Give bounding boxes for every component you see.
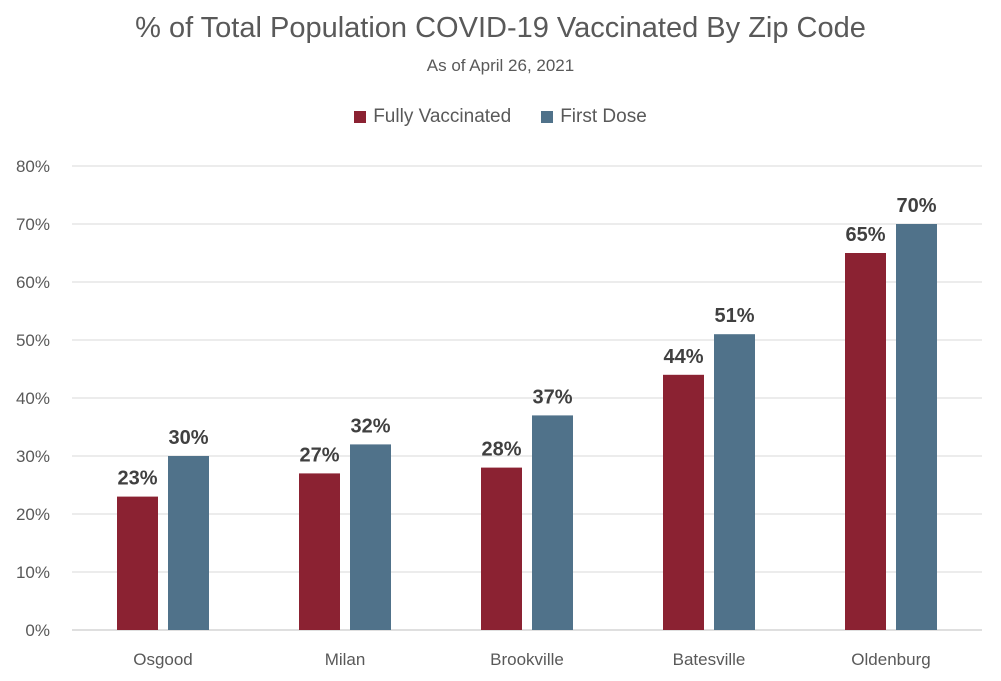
bar-fully-vaccinated-brookville: [481, 467, 522, 630]
y-tick-label: 0%: [25, 621, 50, 640]
legend-swatch-fully-vaccinated: [354, 111, 367, 123]
x-tick-label: Brookville: [490, 650, 564, 669]
bar-first-dose-oldenburg: [896, 224, 937, 630]
legend-label-fully-vaccinated: Fully Vaccinated: [373, 106, 512, 127]
data-label: 65%: [845, 224, 885, 246]
y-tick-label: 40%: [16, 389, 50, 408]
bar-fully-vaccinated-batesville: [663, 374, 704, 630]
bar-fully-vaccinated-osgood: [117, 496, 158, 630]
data-label: 32%: [350, 415, 390, 437]
data-label: 27%: [299, 444, 339, 466]
chart-subtitle: As of April 26, 2021: [426, 56, 575, 75]
bar-first-dose-batesville: [714, 334, 755, 630]
legend-label-first-dose: First Dose: [560, 106, 647, 127]
data-label: 51%: [714, 305, 754, 327]
data-label: 28%: [481, 439, 521, 461]
bar-first-dose-milan: [350, 444, 391, 630]
x-tick-label: Osgood: [133, 650, 193, 669]
legend-item-fully-vaccinated: Fully Vaccinated: [354, 106, 511, 128]
data-label: 44%: [663, 346, 703, 368]
x-tick-label: Oldenburg: [851, 650, 930, 669]
y-tick-label: 50%: [16, 331, 50, 350]
y-tick-label: 20%: [16, 505, 50, 524]
y-tick-label: 10%: [16, 563, 50, 582]
data-label: 37%: [532, 386, 572, 408]
data-label: 70%: [896, 195, 936, 217]
y-tick-label: 60%: [16, 273, 50, 292]
y-tick-label: 80%: [16, 157, 50, 176]
chart-title: % of Total Population COVID-19 Vaccinate…: [135, 12, 866, 44]
bar-first-dose-osgood: [168, 456, 209, 630]
legend: Fully Vaccinated First Dose: [0, 106, 1001, 128]
x-tick-label: Milan: [325, 650, 366, 669]
x-tick-label: Batesville: [673, 650, 746, 669]
legend-swatch-first-dose: [541, 111, 554, 123]
y-tick-label: 70%: [16, 215, 50, 234]
y-tick-label: 30%: [16, 447, 50, 466]
legend-item-first-dose: First Dose: [541, 106, 647, 128]
data-label: 30%: [168, 427, 208, 449]
bar-fully-vaccinated-oldenburg: [845, 253, 886, 630]
bar-first-dose-brookville: [532, 415, 573, 630]
bar-fully-vaccinated-milan: [299, 473, 340, 630]
data-label: 23%: [117, 468, 157, 490]
